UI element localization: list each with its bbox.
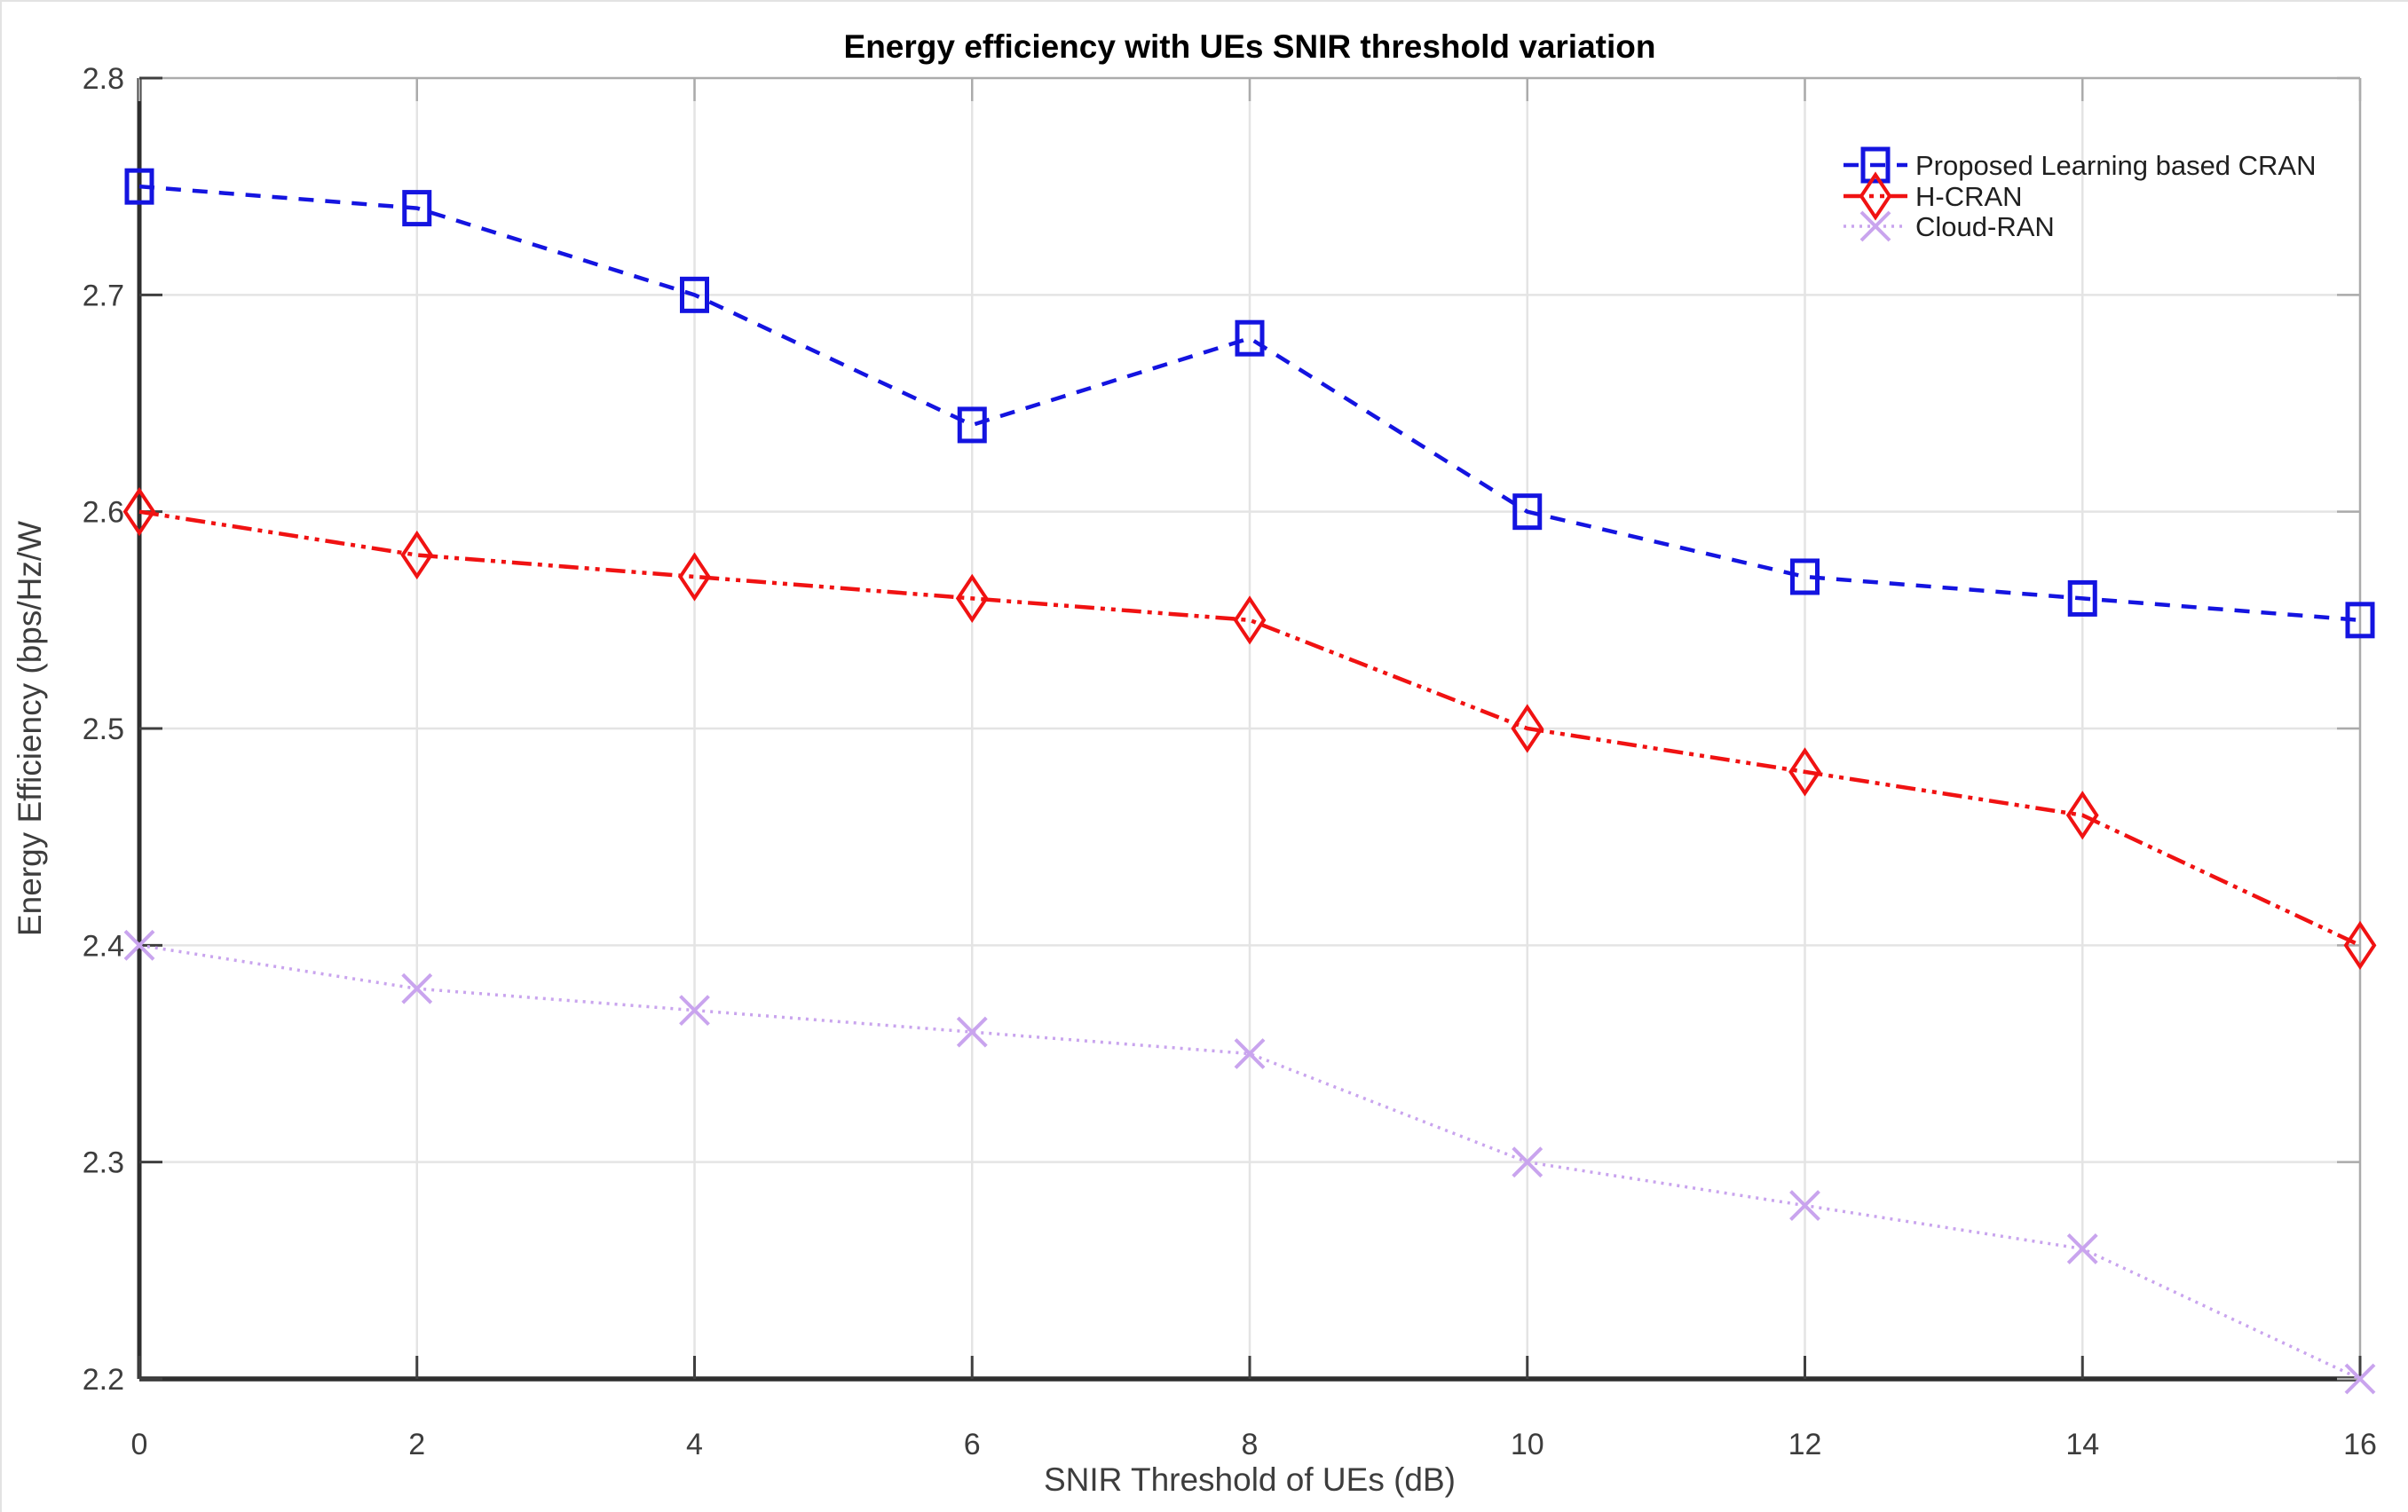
- y-tick-label: 2.5: [83, 713, 124, 746]
- series-layer: [122, 168, 2377, 1395]
- legend: Proposed Learning based CRANH-CRANCloud-…: [1844, 146, 2317, 242]
- x-tick-label: 8: [1242, 1428, 1259, 1461]
- legend-diamond-marker: [1859, 171, 1892, 221]
- x-marker: [1789, 1190, 1820, 1221]
- legend-label: Proposed Learning based CRAN: [1915, 150, 2317, 181]
- series-line: [138, 509, 2361, 948]
- legend-label: H-CRAN: [1915, 181, 2023, 212]
- legend-entry: H-CRAN: [1844, 171, 2023, 221]
- x-marker: [1234, 1038, 1266, 1069]
- square-marker: [680, 276, 709, 313]
- series-h-cran: [122, 487, 2377, 970]
- diamond-marker: [400, 530, 434, 580]
- chart-title: Energy efficiency with UEs SNIR threshol…: [844, 28, 1656, 65]
- grid-layer: [139, 78, 2360, 1379]
- series-line: [138, 184, 2361, 623]
- y-tick-label: 2.3: [83, 1146, 124, 1180]
- x-tick-label: 0: [131, 1428, 148, 1461]
- x-tick-label: 10: [1511, 1428, 1544, 1461]
- x-tick-label: 6: [964, 1428, 981, 1461]
- square-marker: [124, 168, 154, 205]
- series-cloud-ran: [123, 929, 2376, 1395]
- diamond-marker: [1788, 747, 1821, 797]
- square-marker: [402, 190, 432, 227]
- diamond-marker: [2065, 791, 2099, 840]
- diamond-marker: [678, 552, 711, 602]
- tick-marks: [138, 76, 2362, 1381]
- diamond-marker: [1233, 595, 1267, 645]
- x-marker: [401, 973, 433, 1004]
- diamond-marker: [955, 573, 989, 624]
- x-tick-label: 12: [1788, 1428, 1822, 1461]
- y-tick-label: 2.2: [83, 1363, 124, 1397]
- x-marker: [1512, 1146, 1543, 1178]
- legend-label: Cloud-RAN: [1915, 211, 2055, 242]
- x-axis-label: SNIR Threshold of UEs (dB): [1044, 1461, 1456, 1498]
- tick-labels: 0 2 4 6 8 10 12 14 16 2.2 2.3 2.4 2.5 2.6 2.7 2.8: [83, 62, 2377, 1461]
- x-tick-label: 14: [2065, 1428, 2099, 1461]
- diamond-marker: [2343, 920, 2377, 970]
- x-marker: [2066, 1232, 2098, 1264]
- x-tick-label: 2: [408, 1428, 425, 1461]
- y-tick-label: 2.6: [83, 496, 124, 530]
- series-proposed-cran: [124, 168, 2375, 639]
- x-marker: [2344, 1363, 2376, 1395]
- x-tick-label: 4: [686, 1428, 703, 1461]
- y-tick-label: 2.8: [83, 62, 124, 96]
- x-tick-label: 16: [2343, 1428, 2377, 1461]
- legend-square-marker: [1860, 146, 1891, 184]
- square-marker: [2345, 602, 2375, 639]
- y-tick-label: 2.7: [83, 279, 124, 312]
- square-marker: [1790, 558, 1820, 595]
- y-tick-label: 2.4: [83, 929, 124, 963]
- x-marker: [123, 929, 155, 961]
- y-axis-label: Energy Efficiency (bps/Hz/W: [12, 521, 48, 936]
- legend-entry: Cloud-RAN: [1844, 210, 2055, 242]
- legend-entry: Proposed Learning based CRAN: [1844, 146, 2317, 184]
- diamond-marker: [122, 487, 156, 537]
- square-marker: [1235, 319, 1265, 357]
- x-marker: [956, 1016, 988, 1048]
- diamond-marker: [1511, 704, 1544, 753]
- legend-x-marker: [1859, 210, 1891, 242]
- square-marker: [1512, 493, 1543, 531]
- square-marker: [2067, 579, 2097, 617]
- x-marker: [679, 995, 710, 1027]
- square-marker: [957, 406, 987, 444]
